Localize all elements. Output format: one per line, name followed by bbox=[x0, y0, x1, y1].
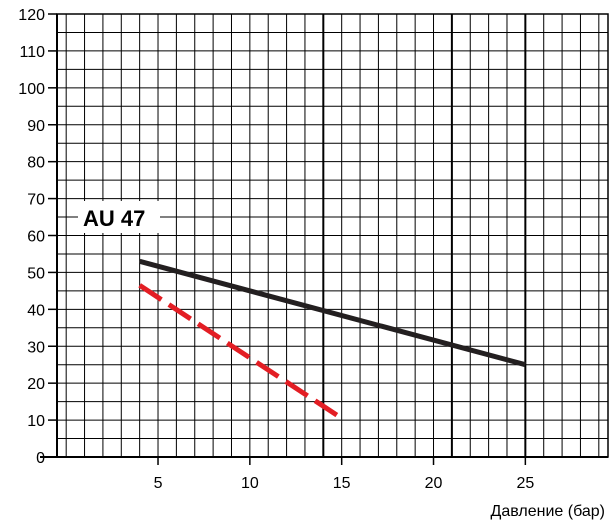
major-grid bbox=[322, 14, 527, 457]
y-tick-label: 90 bbox=[27, 118, 45, 135]
minor-grid bbox=[57, 13, 608, 458]
y-tick-label: 120 bbox=[18, 7, 45, 24]
y-axis-ticks: 0 10 20 30 40 50 60 70 80 90 100 110 120 bbox=[18, 7, 57, 467]
series-annotation: AU 47 bbox=[83, 206, 145, 231]
y-tick-label: 20 bbox=[27, 376, 45, 393]
y-tick-label: 100 bbox=[18, 81, 45, 98]
x-axis-ticks: 5 10 15 20 25 bbox=[154, 457, 534, 492]
x-tick-label: 25 bbox=[516, 475, 534, 492]
y-tick-label: 10 bbox=[27, 413, 45, 430]
annotation-background bbox=[78, 201, 160, 233]
x-tick-label: 20 bbox=[425, 475, 443, 492]
y-tick-label: 80 bbox=[27, 155, 45, 172]
series-group bbox=[138, 258, 526, 421]
annotation-group: AU 47 bbox=[78, 201, 160, 233]
y-tick-label: 70 bbox=[27, 192, 45, 209]
x-axis-label: Давление (бар) bbox=[491, 503, 605, 520]
y-tick-label: 40 bbox=[27, 302, 45, 319]
y-tick-label: 110 bbox=[19, 44, 45, 61]
series-line-solid bbox=[139, 258, 526, 368]
y-tick-label: 0 bbox=[36, 450, 45, 467]
x-tick-label: 15 bbox=[333, 475, 351, 492]
series-line-dashed bbox=[138, 283, 344, 421]
y-tick-label: 50 bbox=[27, 265, 45, 282]
y-tick-label: 60 bbox=[27, 229, 45, 246]
x-tick-label: 5 bbox=[154, 475, 163, 492]
y-tick-label: 30 bbox=[27, 339, 45, 356]
x-tick-label: 10 bbox=[241, 475, 259, 492]
